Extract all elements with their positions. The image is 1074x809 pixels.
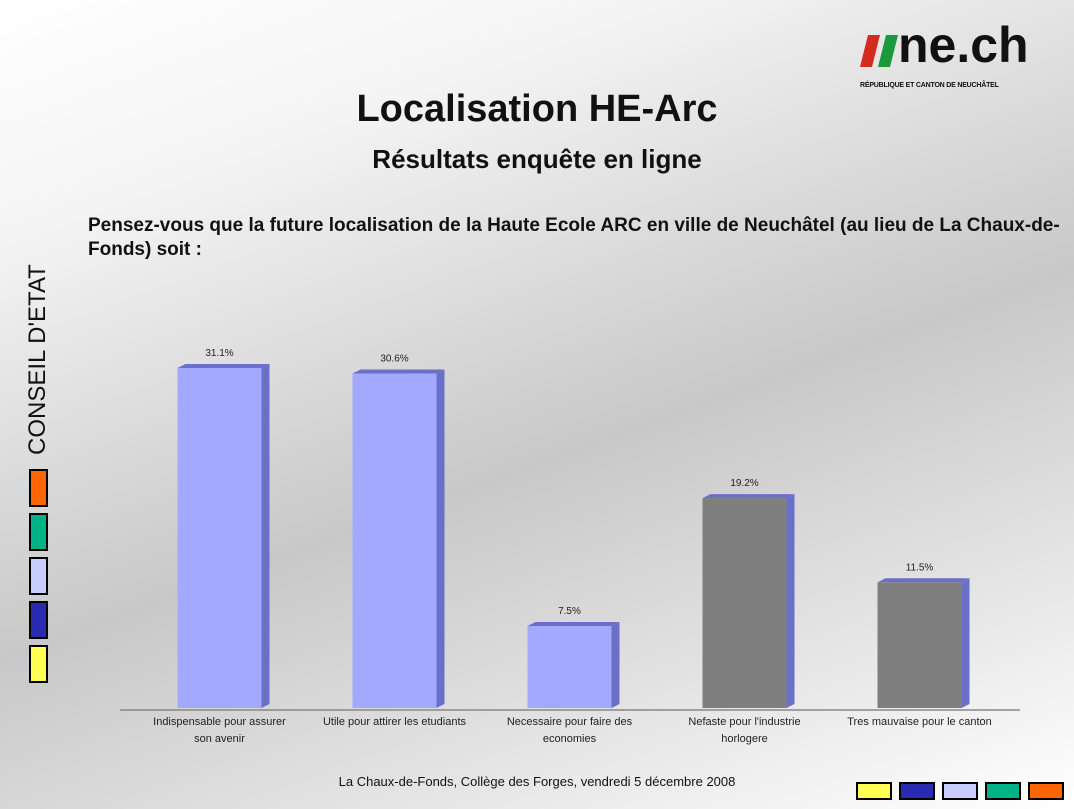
logo-caption: RÉPUBLIQUE ET CANTON DE NEUCHÂTEL [860,82,999,89]
bar-side [786,494,795,708]
question: Pensez-vous que la future localisation d… [88,215,1060,260]
value-label: 19.2% [730,478,758,489]
color-square [899,782,935,800]
bar-side [261,364,270,708]
logo-mark [878,35,898,67]
logo-mark [860,35,880,67]
value-label: 30.6% [380,353,408,364]
bar-top [177,364,270,368]
color-square [29,601,48,639]
logo: ne.ch [898,17,1029,73]
subtitle: Résultats enquête en ligne [372,144,702,174]
value-label: 7.5% [558,606,581,617]
color-square [29,557,48,595]
bar-top [702,494,795,499]
bar [177,368,262,708]
x-tick-label: Indispensable pour assurer son avenir [153,716,286,745]
color-square [1028,782,1064,800]
bar-top [352,369,445,374]
color-square [29,469,48,507]
x-tick-label: Utile pour attirer les etudiants [322,716,467,728]
color-square [29,513,48,551]
bar [877,582,962,708]
color-square [856,782,892,800]
color-square [942,782,978,800]
bar-top [877,578,970,583]
value-label: 11.5% [906,562,934,573]
x-tick-label: Necessaire pour faire des economies [506,716,633,745]
bar-side [611,622,620,708]
bar-side [436,369,445,708]
color-square [29,645,48,683]
bar [352,373,437,708]
value-label: 31.1% [205,348,233,359]
bar-side [961,578,970,708]
footer: La Chaux-de-Fonds, Collège des Forges, v… [338,774,736,789]
x-tick-label: Tres mauvaise pour le canton [847,716,992,728]
bar-top [527,622,620,627]
bar [527,626,612,708]
side-label: CONSEIL D'ETAT [24,264,51,455]
title: Localisation HE-Arc [356,88,718,130]
bar [702,498,787,708]
color-square [985,782,1021,800]
x-tick-label: Nefaste pour l'industrie horlogere [688,716,801,745]
